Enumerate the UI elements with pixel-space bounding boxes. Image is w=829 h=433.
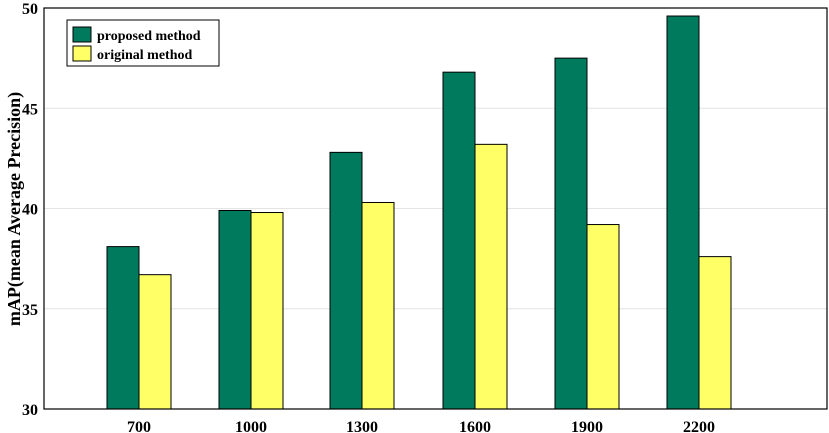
x-tick-label: 1600 [459,419,491,433]
bars [106,15,732,410]
x-tick-label: 1300 [346,419,378,433]
y-tick-label: 50 [22,1,38,18]
bar-original-1900 [586,224,620,410]
bar-original-2200 [698,256,732,410]
bar-proposed-2200 [666,15,700,410]
legend-box [66,19,220,67]
bar-original-700 [138,274,172,410]
bar-original-1600 [474,143,508,410]
y-axis-label: mAP(mean Average Precision) [4,92,25,326]
bar-original-1300 [361,201,395,410]
tick-labels: 30 35 40 45 50 700 1000 1300 1600 1900 2200 [22,1,715,433]
bar-proposed-1000 [218,210,252,410]
legend: proposed method original method [66,19,220,67]
x-tick-label: 2200 [683,419,715,433]
legend-label-proposed: proposed method [97,29,201,44]
bar-proposed-700 [106,246,140,410]
plot-frame [43,7,828,410]
y-tick-label: 35 [22,302,38,319]
y-tick-label: 40 [22,202,38,219]
legend-swatch-original [72,45,92,62]
x-tick-label: 700 [127,419,151,433]
bar-proposed-1300 [329,151,363,410]
x-tick-label: 1000 [235,419,267,433]
legend-label-original: original method [97,48,192,63]
plot-border [43,7,828,410]
y-tick-label: 45 [22,101,38,118]
bar-proposed-1600 [442,71,476,410]
bar-proposed-1900 [554,57,588,410]
legend-swatch-proposed [72,26,92,43]
y-tick-label: 30 [22,402,38,419]
bar-original-1000 [250,212,284,410]
x-tick-label: 1900 [571,419,603,433]
